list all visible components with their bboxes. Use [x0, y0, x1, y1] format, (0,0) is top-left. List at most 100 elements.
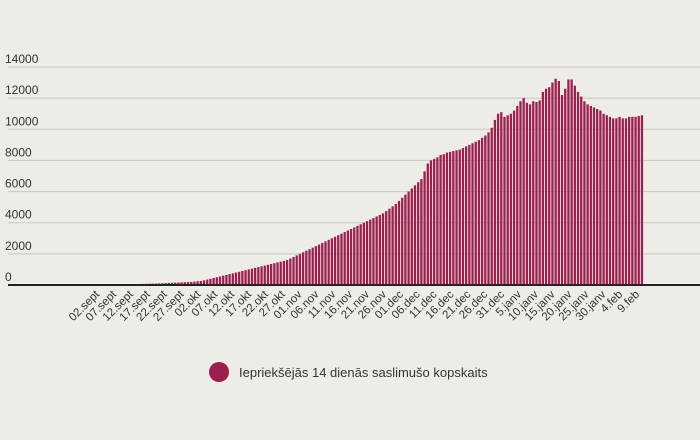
bar [474, 141, 477, 285]
bar [564, 88, 567, 285]
bar [631, 116, 634, 285]
bar [167, 282, 171, 285]
bar [413, 185, 417, 285]
bar [589, 105, 592, 286]
bar [241, 270, 244, 285]
bar [615, 118, 618, 285]
bar [548, 87, 551, 286]
bar [276, 262, 279, 285]
bar [340, 233, 343, 285]
y-tick-label: 0 [5, 270, 12, 284]
bar [436, 157, 439, 285]
bar [602, 113, 605, 286]
bar [330, 238, 334, 285]
bar [401, 197, 404, 285]
bar [580, 96, 583, 285]
bar [544, 88, 548, 285]
bar [215, 277, 218, 285]
bar [503, 116, 506, 285]
bar [573, 85, 576, 285]
bar [362, 222, 366, 285]
bar [222, 275, 225, 285]
bar [618, 116, 621, 285]
bar [493, 119, 497, 285]
bar [273, 263, 276, 285]
bar [234, 272, 238, 285]
y-tick-label: 2000 [5, 239, 32, 253]
bar [359, 224, 362, 285]
bar [193, 281, 196, 285]
bar [397, 200, 401, 285]
bar [541, 91, 545, 285]
bar [190, 281, 193, 285]
bar [439, 154, 442, 285]
bar [445, 152, 449, 285]
bar [247, 269, 250, 285]
bar [525, 102, 529, 285]
bar [535, 102, 538, 285]
bar [567, 79, 570, 286]
bar [621, 118, 624, 285]
bar [301, 252, 305, 285]
bar [218, 276, 222, 285]
bar [551, 82, 554, 285]
bar [206, 279, 209, 285]
bar [516, 105, 519, 286]
bar [212, 277, 215, 285]
bar [471, 143, 474, 285]
bar [244, 270, 247, 285]
bar [225, 274, 228, 285]
bar [506, 115, 509, 286]
bar [426, 163, 429, 285]
bar [442, 154, 445, 285]
bar [285, 260, 289, 285]
bar [449, 151, 452, 285]
bar [468, 144, 471, 285]
bar [461, 147, 465, 285]
bar [554, 78, 557, 286]
bar [279, 261, 282, 285]
bar [452, 151, 455, 285]
y-tick-label: 6000 [5, 177, 32, 191]
bar [480, 137, 484, 285]
bar [496, 113, 500, 286]
bar [183, 282, 186, 285]
bar [423, 171, 426, 285]
bar [583, 101, 586, 285]
bar [308, 249, 311, 285]
y-tick-label: 8000 [5, 145, 32, 159]
bar [560, 95, 564, 285]
bar [381, 213, 385, 285]
bar [180, 282, 183, 285]
bar [186, 282, 190, 285]
bar [327, 239, 330, 285]
bar [490, 127, 493, 285]
y-tick-label: 10000 [5, 114, 39, 128]
bar [608, 116, 612, 285]
bar [174, 282, 177, 285]
bar [509, 113, 513, 286]
bar [624, 118, 628, 285]
bar [317, 244, 321, 285]
bar [407, 191, 410, 285]
bar [356, 225, 359, 285]
bar [282, 260, 286, 285]
bar [260, 266, 263, 285]
bar [637, 116, 640, 285]
bar [199, 280, 202, 285]
bar [177, 282, 180, 285]
bar [596, 109, 599, 285]
bar [333, 236, 337, 285]
bar [209, 278, 212, 285]
bar [538, 100, 541, 285]
bar [298, 253, 302, 285]
bar [346, 230, 350, 285]
bar [586, 104, 589, 286]
y-tick-label: 4000 [5, 208, 32, 222]
bar [305, 250, 308, 285]
bar [295, 255, 298, 285]
bar [477, 140, 481, 285]
bar [170, 282, 174, 285]
bar [528, 104, 532, 286]
